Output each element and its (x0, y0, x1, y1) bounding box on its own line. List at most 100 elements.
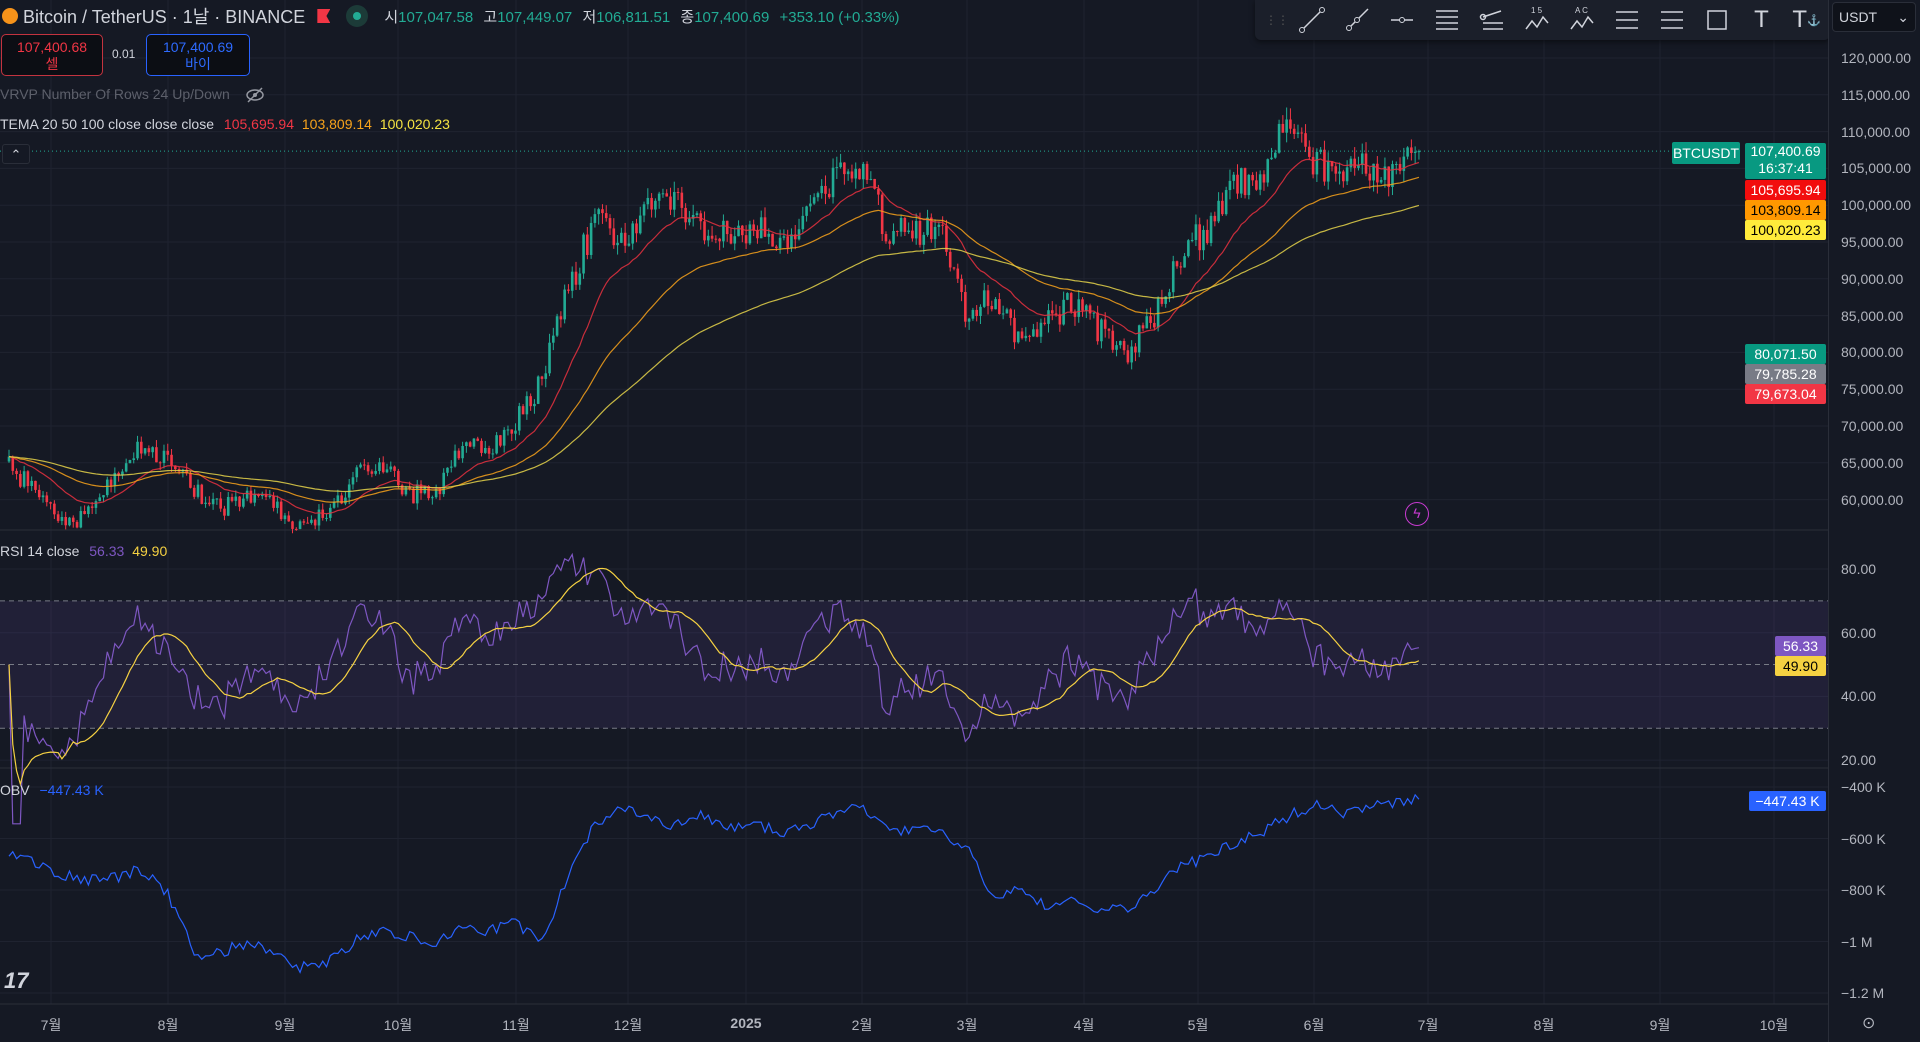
settings-icon[interactable]: ⊙ (1862, 1015, 1876, 1032)
candle (703, 221, 706, 241)
tema-legend[interactable]: TEMA 20 50 100 close close close 105,695… (0, 116, 450, 132)
candle (415, 484, 419, 504)
parallel-channel-tool[interactable] (1424, 2, 1469, 38)
tradingview-logo[interactable]: 17 (4, 968, 29, 993)
candle (877, 188, 880, 195)
candle (771, 233, 774, 247)
candle (525, 396, 529, 415)
candle (529, 396, 532, 407)
price-axis[interactable]: 120,000.00 115,000.00 110,000.00 105,000.00… (1828, 0, 1920, 1042)
time-axis-label: 11월 (502, 1017, 530, 1033)
drag-handle-icon[interactable]: ⋮⋮ (1265, 13, 1289, 27)
candle (45, 495, 49, 503)
candle (741, 225, 744, 236)
candle (888, 241, 892, 244)
candle (1281, 123, 1285, 133)
candle (1239, 168, 1243, 194)
tema20-tag: 105,695.94 (1745, 180, 1826, 200)
anchored-text-tool[interactable]: T ⚓ (1792, 6, 1821, 33)
candle (707, 235, 710, 241)
candle (850, 171, 854, 179)
candle (971, 309, 975, 319)
symbol-header: Bitcoin / TetherUS · 1날 · BINANCE 시107,0… (0, 2, 906, 30)
rectangle-tool[interactable] (1694, 2, 1739, 38)
candle (994, 299, 997, 310)
ohlc-values: 시107,047.58 고107,449.07 저106,811.51 종107… (384, 8, 900, 26)
candle (1085, 305, 1088, 311)
candle (948, 251, 952, 268)
candle (790, 234, 793, 248)
candle (805, 206, 808, 216)
flag-icon[interactable] (317, 9, 331, 23)
candle (1134, 346, 1137, 353)
fib-retracement-tool[interactable] (1604, 2, 1649, 38)
horizontal-ray-tool[interactable] (1379, 2, 1424, 38)
candle (472, 438, 476, 447)
symbol-title[interactable]: Bitcoin / TetherUS · 1날 · BINANCE (23, 7, 306, 27)
candle (1168, 292, 1171, 297)
obv-legend[interactable]: OBV −447.43 K (0, 782, 104, 798)
candle (911, 230, 914, 239)
candle (242, 498, 245, 507)
sell-button[interactable]: 107,400.68 셀 (1, 34, 103, 76)
currency-select[interactable]: USDT ⌄ (1832, 2, 1916, 32)
time-axis-label: 4월 (1073, 1017, 1095, 1033)
candle (1357, 165, 1360, 168)
abc-pattern-tool[interactable]: A C (1559, 2, 1604, 38)
candle (839, 162, 842, 168)
candle (1308, 146, 1311, 157)
candle (1406, 147, 1409, 157)
collapse-legend-button[interactable]: ⌃ (2, 144, 30, 164)
candle (570, 271, 574, 291)
candle (510, 429, 514, 434)
candle (1410, 147, 1413, 153)
candle (1190, 239, 1194, 241)
candle (1364, 153, 1368, 174)
candle (782, 236, 786, 238)
price-tick: 65,000.00 (1841, 454, 1904, 471)
candle (729, 234, 733, 244)
tema50-tag: 103,809.14 (1745, 200, 1826, 220)
candle (41, 495, 45, 498)
currency-value: USDT (1839, 9, 1878, 25)
candle (215, 498, 219, 500)
candle (26, 471, 30, 487)
vrvp-legend[interactable]: VRVP Number Of Rows 24 Up/Down (0, 86, 266, 103)
price-tick: 70,000.00 (1841, 418, 1904, 434)
rsi-legend[interactable]: RSI 14 close 56.33 49.90 (0, 543, 168, 559)
trend-line-tool[interactable] (1289, 2, 1334, 38)
candle (283, 515, 287, 520)
candle (310, 519, 313, 523)
candle (1205, 229, 1209, 244)
candle (476, 438, 480, 441)
fib-extension-tool[interactable] (1649, 2, 1694, 38)
candle (264, 493, 268, 498)
tema100-tag: 100,020.23 (1745, 220, 1826, 240)
candle (979, 306, 982, 316)
candle (854, 168, 858, 179)
candle (151, 447, 154, 453)
rsi-tick: 80.00 (1841, 561, 1877, 577)
candle (109, 479, 113, 487)
symbol-tag: BTCUSDT (1672, 142, 1740, 164)
elliott-wave-tool[interactable]: 1 5 (1514, 2, 1559, 38)
candle (960, 278, 963, 292)
hidden-eye-icon[interactable] (244, 87, 266, 103)
candle (786, 236, 789, 248)
chart-canvas[interactable] (0, 0, 1828, 1042)
obv-tick: −600 K (1841, 830, 1886, 847)
buy-button[interactable]: 107,400.69 바이 (146, 34, 250, 76)
candle (344, 497, 347, 504)
candle (238, 496, 241, 507)
candle (162, 450, 166, 463)
text-tool[interactable]: T (1754, 6, 1769, 33)
time-axis-label: 9월 (274, 1017, 296, 1033)
pitchfork-tool[interactable] (1469, 2, 1514, 38)
ray-tool[interactable] (1334, 2, 1379, 38)
candle (835, 167, 839, 169)
time-axis-label: 5월 (1187, 1017, 1209, 1033)
lightning-alert-icon[interactable]: ϟ (1405, 502, 1429, 526)
candle (1236, 174, 1239, 194)
candle (1247, 174, 1251, 196)
candle (1149, 316, 1152, 323)
